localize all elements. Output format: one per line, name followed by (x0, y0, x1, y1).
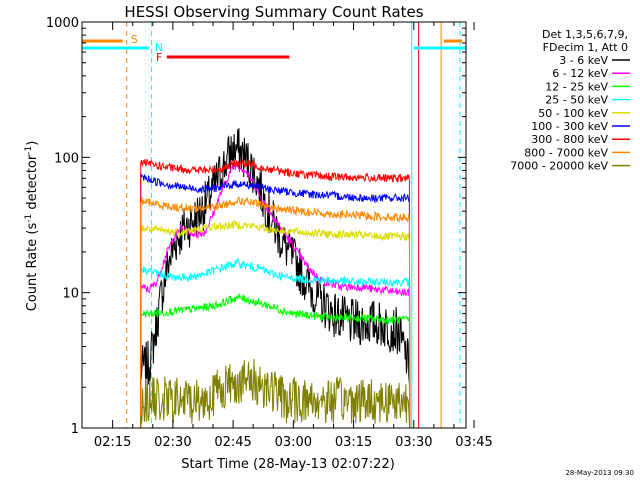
series-line (140, 292, 411, 429)
y-axis-label: Count Rate (s-1 detector-1) (24, 141, 40, 312)
legend-label: 6 - 12 keV (552, 67, 608, 80)
x-tick-label: 03:45 (455, 435, 492, 450)
footer-date: 28-May-2013 09:30 (565, 469, 634, 477)
series-line (140, 172, 411, 429)
x-tick-label: 03:00 (275, 435, 312, 450)
series-line (140, 257, 411, 429)
x-axis-label: Start Time (28-May-13 02:07:22) (181, 457, 395, 472)
x-tick-label: 03:15 (335, 435, 372, 450)
axes: 02:15 02:30 02:45 03:00 03:15 03:30 03:45 1 10 10… (46, 16, 493, 450)
y-axis-label-main: Count Rate (s (25, 223, 40, 312)
x-tick-label: 02:45 (214, 435, 251, 450)
y-axis-label-mid: detector (25, 154, 40, 214)
y-tick-label: 100 (54, 151, 79, 166)
plot-frame (81, 21, 467, 429)
flare-label: F (156, 51, 162, 64)
series-group (140, 128, 411, 429)
x-tick-label: 03:30 (395, 435, 432, 450)
legend-label: 800 - 7000 keV (524, 146, 608, 159)
y-tick-label: 1 (71, 422, 79, 437)
legend-label: 3 - 6 keV (559, 54, 608, 67)
y-tick-label: 1000 (46, 16, 79, 31)
y-axis-label-sup1: -1 (24, 214, 34, 223)
night-label: N (155, 41, 163, 54)
observing-markers: S NF (82, 22, 466, 428)
y-axis-label-end: ) (25, 141, 40, 146)
legend-label: 300 - 800 keV (531, 133, 608, 146)
series-line (140, 162, 411, 429)
legend-label: 100 - 300 keV (531, 120, 608, 133)
legend-label: 25 - 50 keV (545, 94, 608, 107)
y-axis-label-sup2: -1 (24, 146, 34, 155)
series-line (140, 358, 411, 429)
chart-title: HESSI Observing Summary Count Rates (124, 3, 423, 21)
legend-label: 7000 - 20000 keV (510, 160, 608, 173)
x-tick-label: 02:15 (94, 435, 131, 450)
series-line (140, 159, 411, 429)
series-line (140, 196, 411, 429)
legend-label: 50 - 100 keV (538, 107, 608, 120)
legend: Det 1,3,5,6,7,9, FDecim 1, Att 0 3 - 6 k… (510, 28, 630, 173)
series-line (140, 219, 411, 429)
legend-header-line-1: Det 1,3,5,6,7,9, (542, 28, 628, 41)
saa-label: S (131, 33, 138, 46)
y-tick-label: 10 (62, 287, 79, 302)
legend-header-line-2: FDecim 1, Att 0 (543, 41, 628, 54)
legend-label: 12 - 25 keV (545, 80, 608, 93)
x-tick-label: 02:30 (154, 435, 191, 450)
